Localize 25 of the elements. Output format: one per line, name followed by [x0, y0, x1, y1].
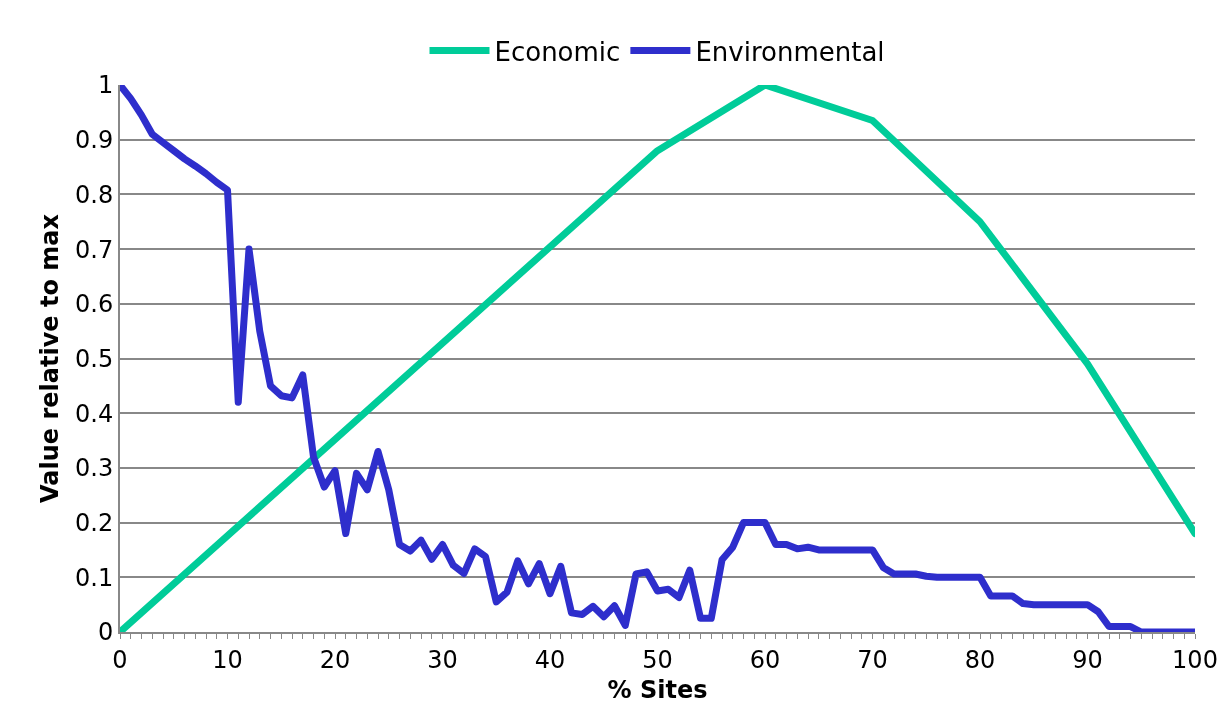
y-tick-label: 0.2 — [75, 509, 114, 537]
y-tick-label: 0.1 — [75, 563, 114, 592]
y-tick-label: 0.4 — [75, 399, 114, 428]
legend-label: Economic — [494, 36, 621, 67]
x-tick-label: 80 — [964, 645, 996, 674]
x-tick-label: 60 — [749, 645, 781, 674]
x-tick-label: 100 — [1172, 645, 1218, 674]
y-tick-label: 0.7 — [75, 235, 114, 264]
legend-label: Environmental — [695, 36, 885, 67]
y-tick-label: 0.5 — [75, 344, 114, 373]
y-tick-label: 0.6 — [75, 290, 114, 319]
x-tick-label: 70 — [857, 645, 888, 674]
x-tick-label: 90 — [1072, 645, 1103, 674]
x-tick-label: 10 — [212, 645, 243, 674]
y-axis-title: Value relative to max — [35, 213, 64, 503]
y-tick-label: 0.8 — [75, 180, 114, 209]
x-tick-label: 20 — [319, 645, 351, 674]
x-tick-label: 50 — [642, 645, 673, 674]
x-axis-title: % Sites — [607, 675, 708, 704]
y-tick-label: 0.9 — [75, 126, 114, 155]
y-tick-label: 1 — [97, 71, 114, 100]
y-tick-label: 0 — [97, 618, 114, 647]
x-tick-label: 30 — [427, 645, 458, 674]
y-tick-label: 0.3 — [75, 454, 114, 483]
x-tick-label: 40 — [534, 645, 566, 674]
